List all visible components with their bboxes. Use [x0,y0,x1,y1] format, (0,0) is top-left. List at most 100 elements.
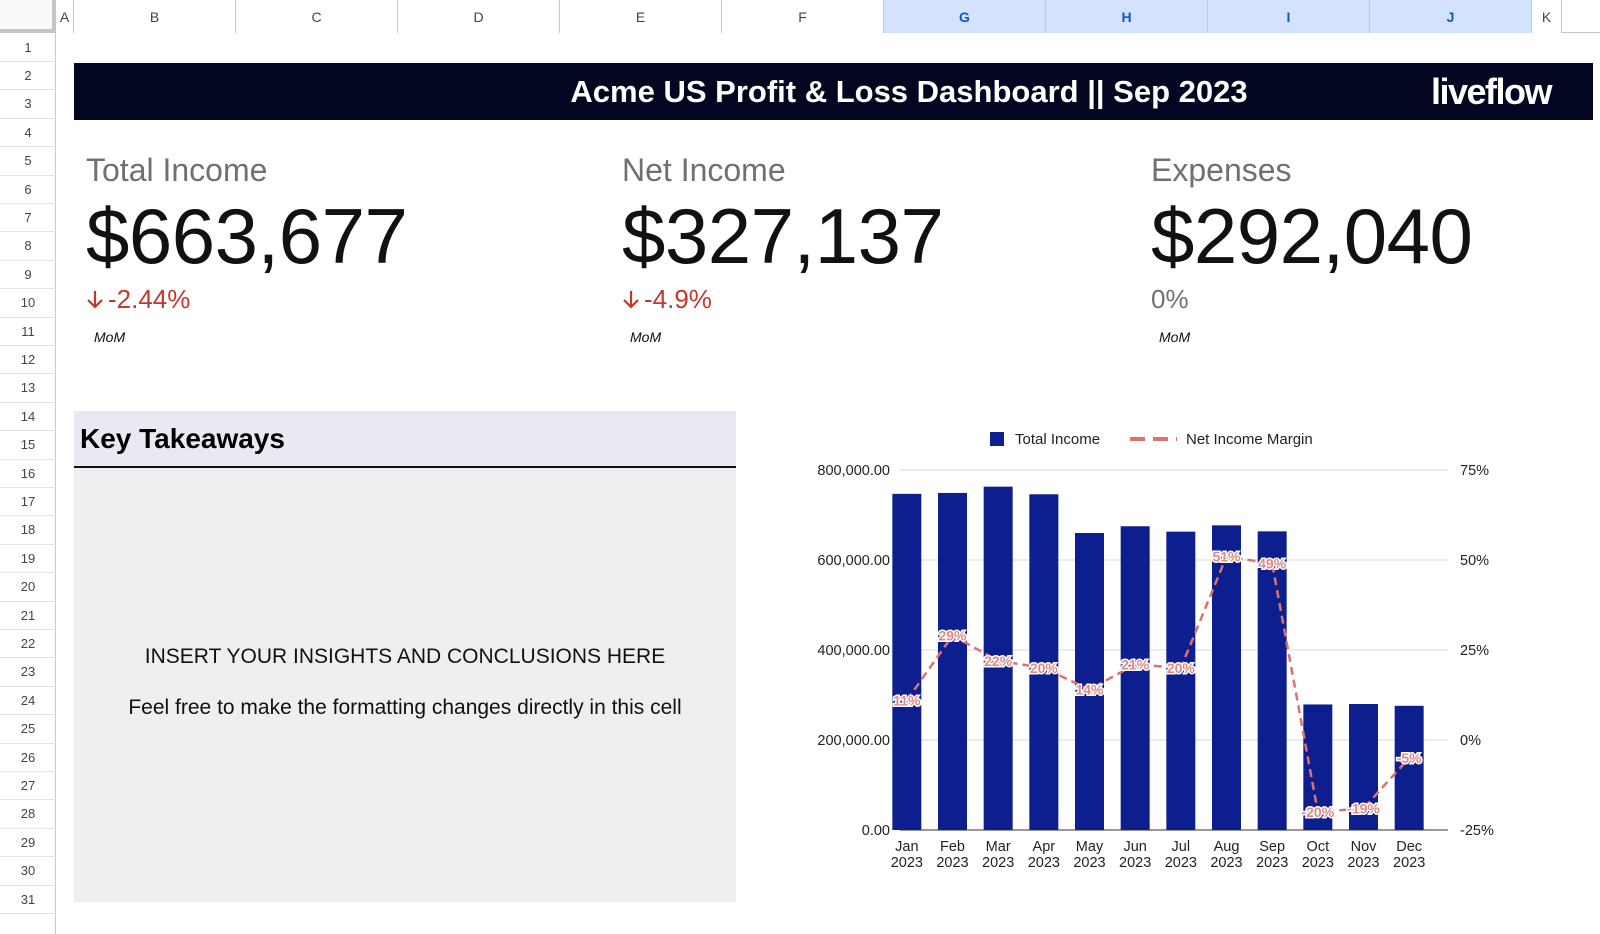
kpi-change: -2.44% [86,284,407,315]
row-header-8[interactable]: 8 [0,232,56,261]
row-header-25[interactable]: 25 [0,715,56,744]
x-tick-label-month: Jan [895,839,918,855]
legend-label-net-income-margin: Net Income Margin [1186,431,1313,448]
row-header-15[interactable]: 15 [0,431,56,460]
row-header-2[interactable]: 2 [0,61,56,91]
x-tick-label-month: Jun [1123,839,1146,855]
column-header-f[interactable]: F [722,0,884,33]
row-header-1[interactable]: 1 [0,33,56,62]
kpi-period: MoM [630,329,662,345]
margin-data-label: 20% [1167,660,1196,676]
bar-total-income [1120,526,1150,830]
kpi-label: Net Income [622,152,786,188]
kpi-value: $292,040 [1151,192,1473,280]
row-header-10[interactable]: 10 [0,289,56,318]
kpi-value: $327,137 [622,192,944,280]
row-header-5[interactable]: 5 [0,147,56,176]
takeaways-hint: Feel free to make the formatting changes… [128,696,682,719]
bar-total-income [938,492,967,830]
row-header-3[interactable]: 3 [0,90,56,119]
legend-label-total-income: Total Income [1015,431,1100,448]
column-header-a[interactable]: A [56,0,74,33]
row-header-19[interactable]: 19 [0,544,56,574]
column-header-c[interactable]: C [236,0,398,33]
x-tick-label-month: Apr [1033,839,1056,855]
row-header-17[interactable]: 17 [0,487,56,517]
bar-total-income [1257,531,1287,830]
income-margin-chart[interactable]: 0.00 200,000.00 400,000.00 600,000.00 800,00… [800,425,1540,905]
column-header-i[interactable]: I [1208,0,1370,33]
x-tick-label-year: 2023 [1256,855,1288,871]
arrow-down-icon [87,290,103,309]
row-header-22[interactable]: 22 [0,629,56,659]
row-header-30[interactable]: 30 [0,857,56,886]
column-header-j[interactable]: J [1370,0,1532,33]
dashboard-title: Acme US Profit & Loss Dashboard || Sep 2… [570,73,1248,109]
margin-data-label: -19% [1347,800,1380,816]
x-tick-label-year: 2023 [1028,855,1060,871]
column-header-b[interactable]: B [74,0,236,33]
row-header-6[interactable]: 6 [0,175,56,204]
x-tick-label-month: Sep [1259,839,1285,855]
row-header-18[interactable]: 18 [0,516,56,545]
kpi-change-value: -2.44% [108,284,191,314]
bar-total-income [1212,525,1241,830]
kpi-change-value: 0% [1151,284,1189,314]
row-header-31[interactable]: 31 [0,885,56,914]
x-tick-label-month: Mar [986,839,1011,855]
margin-data-label: 20% [1030,660,1059,676]
liveflow-logo: liveflow [1430,71,1553,112]
column-header-k[interactable]: K [1532,0,1562,33]
column-header-h[interactable]: H [1046,0,1208,33]
kpi-change-value: -4.9% [644,284,712,314]
row-header-13[interactable]: 13 [0,374,56,403]
row-header-9[interactable]: 9 [0,260,56,290]
row-header-7[interactable]: 7 [0,203,56,233]
x-tick-label-month: Nov [1351,839,1378,855]
bar-total-income [983,486,1013,830]
margin-data-label: 22% [984,653,1013,669]
kpi-period: MoM [94,329,126,345]
left-axis-tick-label: 400,000.00 [817,643,890,659]
left-axis-tick-label: 200,000.00 [817,733,890,749]
row-header-12[interactable]: 12 [0,345,56,375]
right-axis-tick-label: -25% [1460,823,1494,839]
margin-data-label: 11% [893,692,921,708]
left-axis-tick-label: 0.00 [862,823,890,839]
x-tick-label-month: Feb [940,839,965,855]
left-axis-tick-label: 800,000.00 [817,463,890,479]
row-header-4[interactable]: 4 [0,118,56,148]
x-tick-label-year: 2023 [1119,855,1151,871]
row-header-23[interactable]: 23 [0,658,56,687]
column-header-e[interactable]: E [560,0,722,33]
chart-canvas: 0.00 200,000.00 400,000.00 600,000.00 800,00… [817,431,1494,871]
row-header-20[interactable]: 20 [0,573,56,602]
row-header-28[interactable]: 28 [0,800,56,829]
row-header-26[interactable]: 26 [0,743,56,772]
row-header-29[interactable]: 29 [0,828,56,858]
x-tick-label-year: 2023 [891,855,923,871]
dashboard-banner: Acme US Profit & Loss Dashboard || Sep 2… [74,63,1593,120]
column-header-d[interactable]: D [398,0,560,33]
left-axis-tick-label: 600,000.00 [817,553,890,569]
legend-swatch-total-income [990,432,1004,446]
select-all-corner[interactable] [0,0,56,33]
right-axis-tick-label: 75% [1460,463,1489,479]
row-header-24[interactable]: 24 [0,686,56,716]
x-tick-label-month: Aug [1214,839,1240,855]
takeaways-placeholder: INSERT YOUR INSIGHTS AND CONCLUSIONS HER… [144,645,666,668]
right-axis-tick-label: 50% [1460,553,1489,569]
key-takeaways-heading[interactable]: Key Takeaways [74,411,736,468]
kpi-label: Total Income [86,152,268,188]
row-header-11[interactable]: 11 [0,317,56,346]
x-tick-label-year: 2023 [1165,855,1197,871]
row-header-14[interactable]: 14 [0,402,56,432]
key-takeaways-cell[interactable]: INSERT YOUR INSIGHTS AND CONCLUSIONS HER… [74,468,736,902]
x-tick-label-month: Dec [1396,839,1422,855]
x-tick-label-year: 2023 [936,855,968,871]
row-header-27[interactable]: 27 [0,771,56,801]
right-axis-tick-label: 0% [1460,733,1481,749]
row-header-16[interactable]: 16 [0,459,56,488]
column-header-g[interactable]: G [884,0,1046,33]
row-header-21[interactable]: 21 [0,601,56,630]
